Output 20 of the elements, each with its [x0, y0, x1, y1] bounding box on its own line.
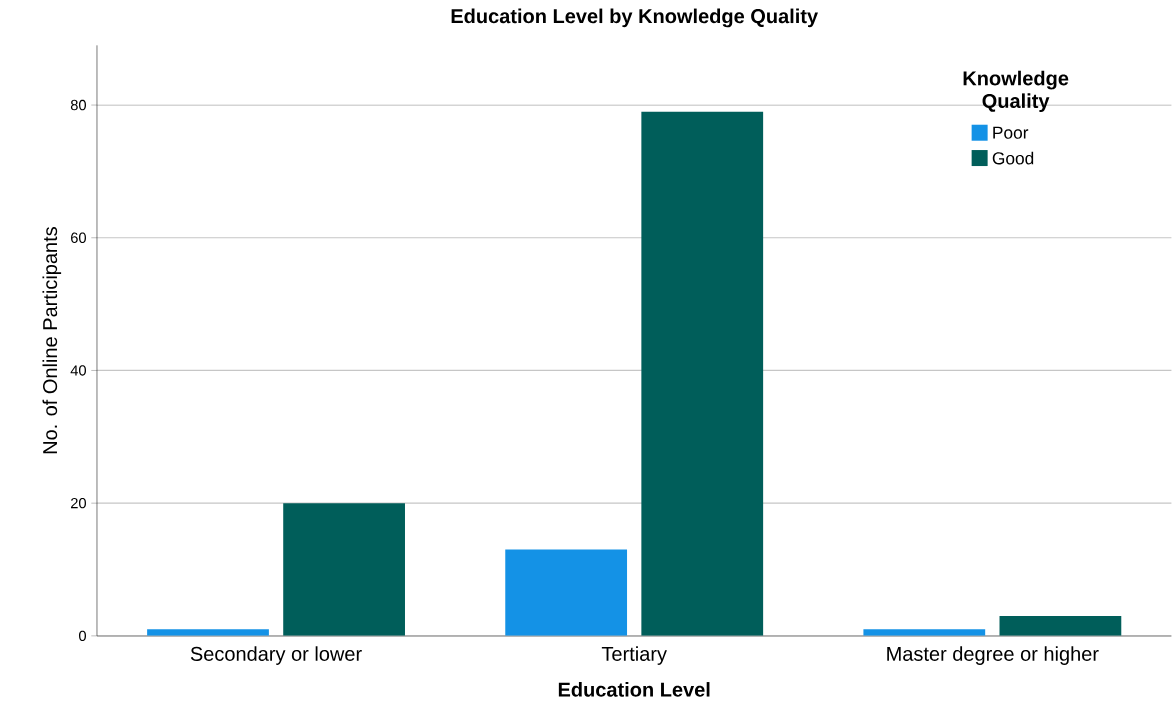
y-tick-label: 60 [71, 232, 86, 244]
bar [863, 629, 986, 636]
x-axis-title: Education Level [558, 682, 710, 697]
chart-title: Education Level by Knowledge Quality [451, 8, 818, 28]
bar [999, 616, 1122, 636]
bar [147, 629, 269, 636]
legend-label: Poor [993, 126, 1029, 139]
x-tick-label: Secondary or lower [190, 646, 362, 665]
legend-title: Knowledge Quality [963, 70, 1069, 113]
bar [641, 111, 764, 636]
x-tick-label: Tertiary [601, 646, 667, 665]
legend-label: Good [992, 151, 1034, 165]
y-tick-label: 20 [71, 498, 86, 509]
y-tick-label: 80 [70, 99, 86, 111]
y-tick-label: 40 [70, 365, 86, 376]
y-tick-label: 0 [78, 630, 86, 642]
x-tick-label: Master degree or higher [887, 646, 1099, 665]
bar [505, 549, 628, 636]
bar [283, 503, 405, 636]
y-axis-title: No. of Online Participants [42, 227, 62, 454]
